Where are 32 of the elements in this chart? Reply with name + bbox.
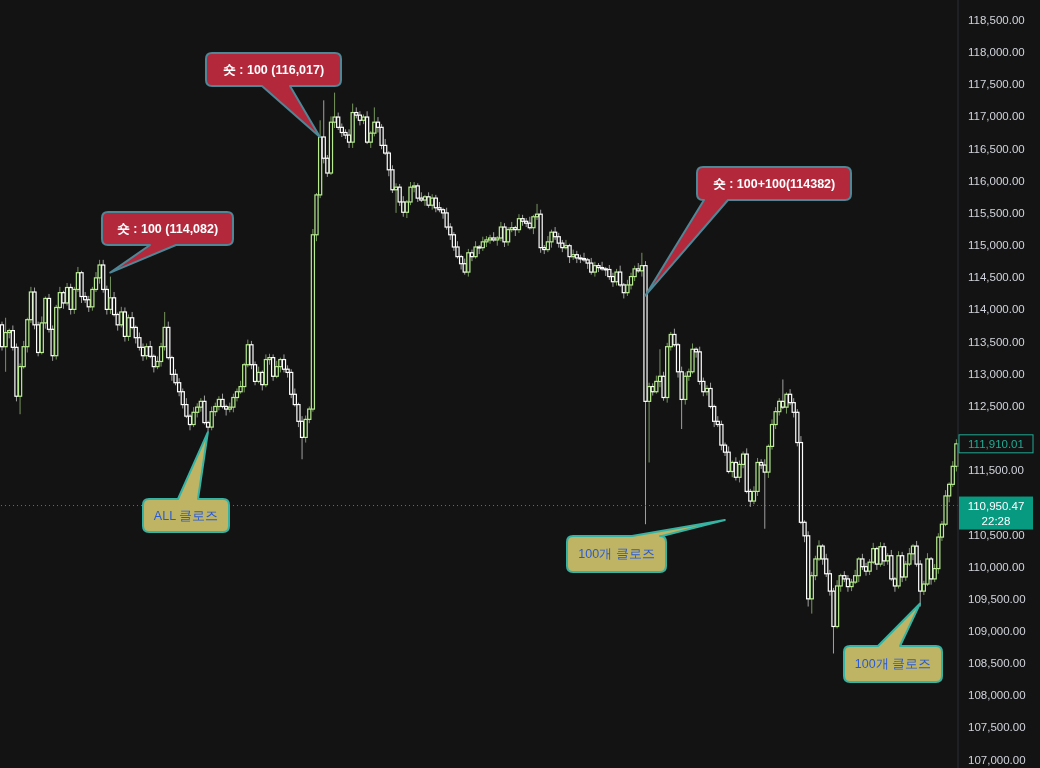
y-tick-label: 107,000.00 [968, 753, 1026, 766]
annotation: 100개 클로즈 [578, 547, 655, 561]
annotation: ALL 클로즈 [153, 508, 219, 523]
y-tick-label: 110,500.00 [968, 528, 1025, 541]
text: 22:28 [981, 514, 1011, 527]
candlestick [487, 234, 493, 245]
y-tick-label: 110,000.00 [968, 560, 1025, 573]
y-tick-label: 108,500.00 [968, 657, 1026, 670]
y-tick-label: 108,000.00 [968, 689, 1026, 702]
y-tick-label: 113,000.00 [968, 367, 1025, 380]
annotation: 숏 : 100+100(114382) [712, 176, 836, 191]
y-tick-label: 117,000.00 [968, 110, 1025, 123]
y-tick-label: 112,500.00 [968, 399, 1025, 412]
y-tick-label: 116,500.00 [968, 142, 1025, 155]
y-tick-label: 118,500.00 [968, 13, 1025, 26]
annotation: 숏 : 100 (114,082) [116, 221, 219, 236]
y-tick-label: 116,000.00 [968, 174, 1025, 187]
y-tick-label: 114,500.00 [968, 271, 1025, 284]
y-tick-label: 115,000.00 [968, 239, 1025, 252]
ref-line-label: 110,950.47 [967, 499, 1025, 512]
y-tick-label: 109,500.00 [968, 592, 1026, 605]
annotation: 숏 : 100 (116,017) [222, 62, 325, 77]
y-tick-label: 114,000.00 [968, 303, 1025, 316]
y-tick-label: 111,500.00 [968, 464, 1024, 477]
y-tick-label: 117,500.00 [968, 78, 1025, 91]
annotation: 100개 클로즈 [854, 657, 932, 671]
y-tick-label: 107,500.00 [968, 721, 1026, 734]
y-tick-label: 113,500.00 [968, 335, 1025, 348]
y-tick-label: 115,500.00 [968, 206, 1025, 219]
y-tick-label: 109,000.00 [968, 624, 1026, 637]
text: 111,910.01 [968, 437, 1024, 450]
y-tick-label: 118,000.00 [968, 46, 1025, 59]
